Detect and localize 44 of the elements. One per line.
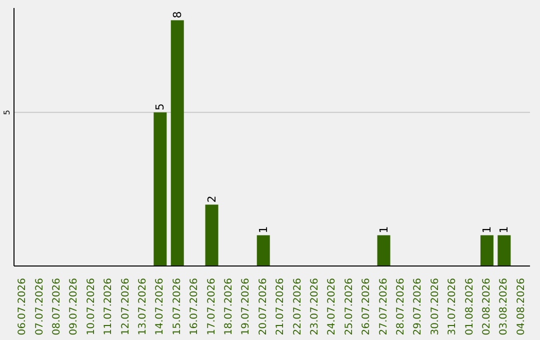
bar: [377, 235, 390, 266]
x-tick-label: 12.07.2026: [120, 278, 132, 336]
x-tick-label: 11.07.2026: [103, 278, 114, 336]
x-tick-label: 28.07.2026: [396, 278, 406, 336]
x-tick-label: 13.07.2026: [138, 278, 148, 336]
x-tick-label: 17.07.2026: [206, 278, 218, 336]
x-tick-label: 27.07.2026: [378, 278, 390, 336]
bar: [205, 204, 218, 266]
data-label: 5: [154, 103, 167, 110]
data-label: 1: [480, 226, 494, 234]
x-tick-label: 04.08.2026: [516, 278, 527, 336]
x-tick-label: 23.07.2026: [310, 278, 320, 336]
x-tick-label: 14.07.2026: [154, 278, 166, 336]
x-tick-label: 06.07.2026: [17, 278, 28, 336]
bar: [498, 235, 511, 266]
x-tick-label: 22.07.2026: [292, 278, 304, 336]
x-tick-label: 25.07.2026: [344, 278, 355, 336]
bar: [480, 235, 494, 266]
data-label: 8: [170, 11, 184, 18]
data-label: 1: [498, 226, 511, 234]
x-tick-label: 07.07.2026: [34, 278, 46, 336]
data-label: 1: [377, 226, 390, 234]
x-tick-label: 29.07.2026: [412, 278, 424, 336]
x-tick-label: 01.08.2026: [464, 278, 476, 336]
x-tick-label: 15.07.2026: [172, 278, 183, 336]
x-tick-label: 20.07.2026: [258, 278, 269, 336]
x-tick-label: 16.07.2026: [189, 278, 200, 336]
x-tick-label: 26.07.2026: [361, 278, 372, 336]
x-tick-label: 03.08.2026: [498, 278, 510, 336]
data-label: 2: [205, 196, 218, 203]
x-tick-label: 21.07.2026: [275, 278, 286, 336]
x-tick-label: 30.07.2026: [430, 278, 441, 336]
x-tick-label: 09.07.2026: [68, 278, 80, 336]
bar: [256, 235, 270, 266]
x-tick-label: 10.07.2026: [86, 278, 97, 336]
bar: [170, 20, 184, 266]
x-tick-label: 19.07.2026: [240, 278, 252, 336]
x-tick-label: 24.07.2026: [326, 278, 338, 336]
x-tick-label: 08.07.2026: [52, 278, 62, 336]
x-tick-label: 02.08.2026: [482, 278, 492, 336]
data-label: 1: [256, 226, 270, 234]
bar: [154, 112, 167, 266]
x-tick-label: 18.07.2026: [224, 278, 234, 336]
x-tick-label: 31.07.2026: [447, 278, 458, 336]
